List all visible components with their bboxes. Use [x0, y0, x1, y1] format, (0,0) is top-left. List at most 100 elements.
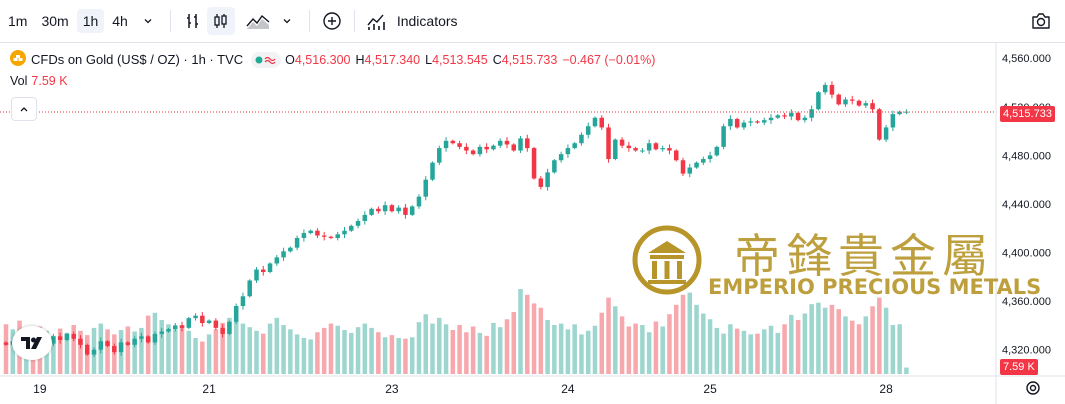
timeframe-1m[interactable]: 1m [8, 13, 28, 29]
volume-bar [484, 335, 489, 374]
candle-body [308, 230, 313, 234]
candle-body [579, 134, 584, 144]
candle-body [254, 269, 259, 281]
volume-bar [606, 297, 611, 374]
volume-bar [795, 319, 801, 374]
camera-icon[interactable] [1027, 7, 1055, 35]
volume-value: 7.59 K [31, 74, 68, 88]
timeframe-30m[interactable]: 30m [41, 13, 69, 29]
timeframe-4h[interactable]: 4h [112, 13, 128, 29]
volume-bars [3, 289, 909, 374]
price-tick-label: 4,320.000 [1002, 345, 1051, 357]
candle-body [565, 148, 571, 155]
time-axis: 19 21 23 24 25 28 [33, 382, 893, 396]
tradingview-logo-icon[interactable] [12, 326, 52, 360]
volume-bar [477, 332, 483, 374]
candle-body [531, 148, 537, 179]
volume-bar [139, 327, 144, 374]
low-key: L [425, 52, 433, 67]
candle-body [267, 263, 273, 272]
volume-bar [186, 330, 192, 374]
volume-bar [850, 320, 855, 374]
candle-body [809, 109, 814, 118]
watermark-chinese: 帝鋒貴金屬 [734, 229, 994, 283]
high-value: 4,517.340 [364, 52, 421, 67]
candle-body [822, 84, 828, 93]
candle-body [125, 342, 131, 345]
collapse-legend-button[interactable] [11, 97, 37, 121]
candlestick-icon[interactable] [206, 7, 235, 35]
chevron-down-icon[interactable] [273, 7, 301, 35]
candle-body [525, 138, 530, 149]
volume-bar [538, 307, 544, 374]
candle-body [538, 178, 544, 187]
close-key: C [492, 52, 502, 67]
volume-bar [673, 304, 679, 374]
candle-body [707, 155, 713, 160]
volume-bar [497, 327, 503, 374]
market-status-badge[interactable] [251, 51, 282, 68]
candle-body [233, 305, 239, 322]
volume-bar [809, 304, 814, 374]
indicators-icon[interactable] [363, 7, 391, 35]
candle-body [883, 127, 889, 140]
candle-body [457, 143, 462, 147]
candle-body [761, 120, 767, 123]
candle-body [619, 139, 625, 146]
candle-body [206, 320, 212, 323]
candle-body [376, 208, 381, 212]
settings-icon[interactable] [1025, 380, 1041, 396]
candle-body [504, 140, 510, 145]
change-value: −0.467 (−0.01%) [562, 52, 656, 67]
candle-body [653, 143, 659, 150]
open-key: O [285, 52, 295, 67]
volume-bar [870, 306, 875, 374]
volume-bar [430, 323, 435, 374]
volume-bar [863, 316, 869, 374]
volume-bar [166, 324, 171, 374]
volume-label: Vol [10, 74, 28, 88]
volume-bar [470, 326, 476, 374]
candle-body [592, 117, 598, 127]
candle-body [139, 336, 144, 339]
candle-body [491, 145, 496, 150]
candle-body [484, 146, 489, 150]
ohlc-values: O4,516.300 H4,517.340 L4,513.545 C4,515.733… [285, 53, 660, 67]
volume-bar [592, 325, 598, 374]
chevron-down-icon[interactable] [134, 7, 162, 35]
candle-body [321, 235, 327, 237]
candle-body [349, 225, 354, 231]
candle-body [396, 207, 401, 212]
bar-style-icon[interactable] [179, 7, 207, 35]
timeframe-1h[interactable]: 1h [76, 9, 105, 33]
volume-bar [78, 330, 83, 374]
candle-body [51, 336, 56, 344]
candle-body [816, 92, 821, 110]
volume-bar [890, 325, 896, 374]
volume-bar [545, 319, 550, 374]
high-key: H [355, 52, 365, 67]
volume-bar [200, 341, 205, 374]
low-value: 4,513.545 [432, 52, 488, 67]
candle-body [105, 341, 110, 347]
volume-bar [349, 332, 354, 374]
add-compare-icon[interactable] [318, 7, 346, 35]
volume-bar [335, 325, 340, 374]
volume-bar [464, 332, 469, 374]
candle-body [288, 247, 293, 252]
candle-body [173, 325, 178, 330]
volume-bar [159, 319, 164, 374]
candle-body [389, 205, 395, 212]
candle-body [220, 327, 225, 334]
volume-bar [315, 332, 320, 374]
volume-bar [619, 316, 625, 374]
volume-bar [328, 323, 334, 374]
candle-body [734, 118, 740, 128]
volume-bar [904, 367, 909, 374]
area-chart-icon[interactable] [243, 7, 273, 35]
symbol-title[interactable]: CFDs on Gold (US$ / OZ) · 1h · TVC [31, 52, 244, 67]
candle-body [301, 233, 307, 238]
volume-bar [213, 329, 219, 374]
indicators-button[interactable]: Indicators [396, 13, 458, 29]
